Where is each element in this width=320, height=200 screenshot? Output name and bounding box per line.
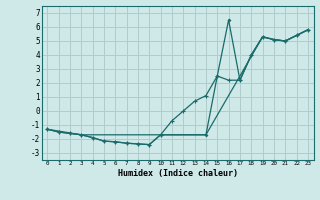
X-axis label: Humidex (Indice chaleur): Humidex (Indice chaleur) — [118, 169, 237, 178]
